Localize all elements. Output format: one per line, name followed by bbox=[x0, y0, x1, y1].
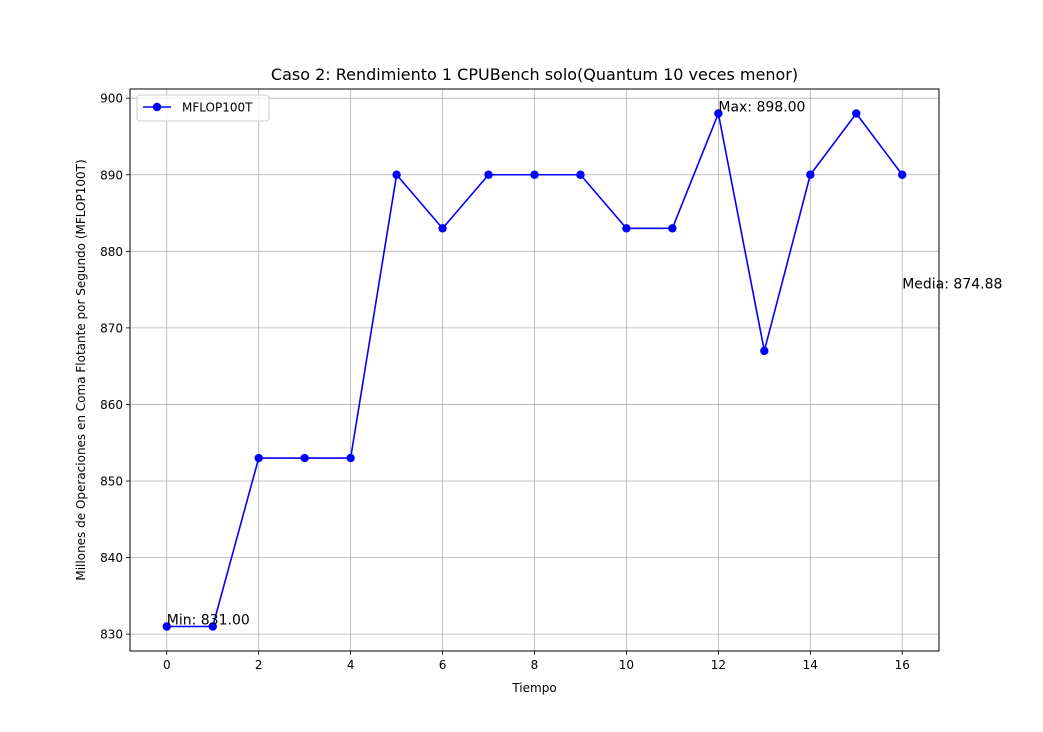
data-point bbox=[484, 170, 493, 179]
x-tick-label: 14 bbox=[803, 658, 818, 672]
legend: MFLOP100T bbox=[136, 94, 270, 122]
y-tick-label: 880 bbox=[100, 245, 123, 259]
annotation-label: Media: 874.88 bbox=[902, 277, 1002, 293]
y-axis-label: Millones de Operaciones en Coma Flotante… bbox=[74, 159, 88, 580]
data-point bbox=[852, 109, 861, 118]
data-point bbox=[392, 170, 401, 179]
x-tick-label: 4 bbox=[347, 658, 355, 672]
legend-label: MFLOP100T bbox=[182, 101, 253, 115]
y-tick-label: 830 bbox=[100, 628, 123, 642]
data-point bbox=[760, 346, 769, 356]
x-tick-label: 12 bbox=[711, 658, 726, 672]
x-axis: 0 2 4 6 8 10 12 14 16 bbox=[163, 651, 910, 672]
x-tick-label: 2 bbox=[255, 658, 263, 672]
y-tick-label: 870 bbox=[100, 321, 123, 335]
y-tick-label: 860 bbox=[100, 398, 123, 412]
chart-title: Caso 2: Rendimiento 1 CPUBench solo(Quan… bbox=[271, 65, 798, 84]
data-point bbox=[346, 453, 355, 463]
y-tick-label: 840 bbox=[100, 551, 123, 565]
y-tick-label: 890 bbox=[100, 168, 123, 182]
data-point bbox=[576, 170, 585, 179]
data-point bbox=[438, 224, 447, 233]
legend-marker-sample bbox=[152, 102, 162, 112]
data-point bbox=[254, 453, 263, 463]
data-point bbox=[806, 170, 815, 179]
x-tick-label: 0 bbox=[163, 658, 171, 672]
data-point bbox=[208, 622, 217, 631]
grid bbox=[130, 89, 939, 651]
annotations: Min: 831.00 Max: 898.00 Media: 874.88 bbox=[167, 100, 1003, 629]
data-point bbox=[300, 453, 309, 463]
x-tick-label: 8 bbox=[531, 658, 539, 672]
x-tick-label: 16 bbox=[895, 658, 910, 672]
y-axis: 830 840 850 860 870 880 890 900 bbox=[100, 92, 130, 642]
annotation-label: Max: 898.00 bbox=[718, 100, 805, 116]
annotation-label: Min: 831.00 bbox=[167, 612, 250, 628]
x-tick-label: 10 bbox=[619, 658, 634, 672]
data-point bbox=[622, 224, 631, 233]
data-point bbox=[898, 170, 907, 179]
data-point bbox=[530, 170, 539, 179]
data-point bbox=[162, 622, 171, 631]
series-layer bbox=[162, 109, 907, 631]
y-tick-label: 900 bbox=[100, 92, 123, 106]
data-point bbox=[714, 109, 723, 118]
x-axis-label: Tiempo bbox=[511, 681, 556, 695]
legend-box bbox=[136, 94, 270, 122]
y-tick-label: 850 bbox=[100, 475, 123, 489]
x-tick-label: 6 bbox=[439, 658, 447, 672]
data-point bbox=[668, 224, 677, 233]
